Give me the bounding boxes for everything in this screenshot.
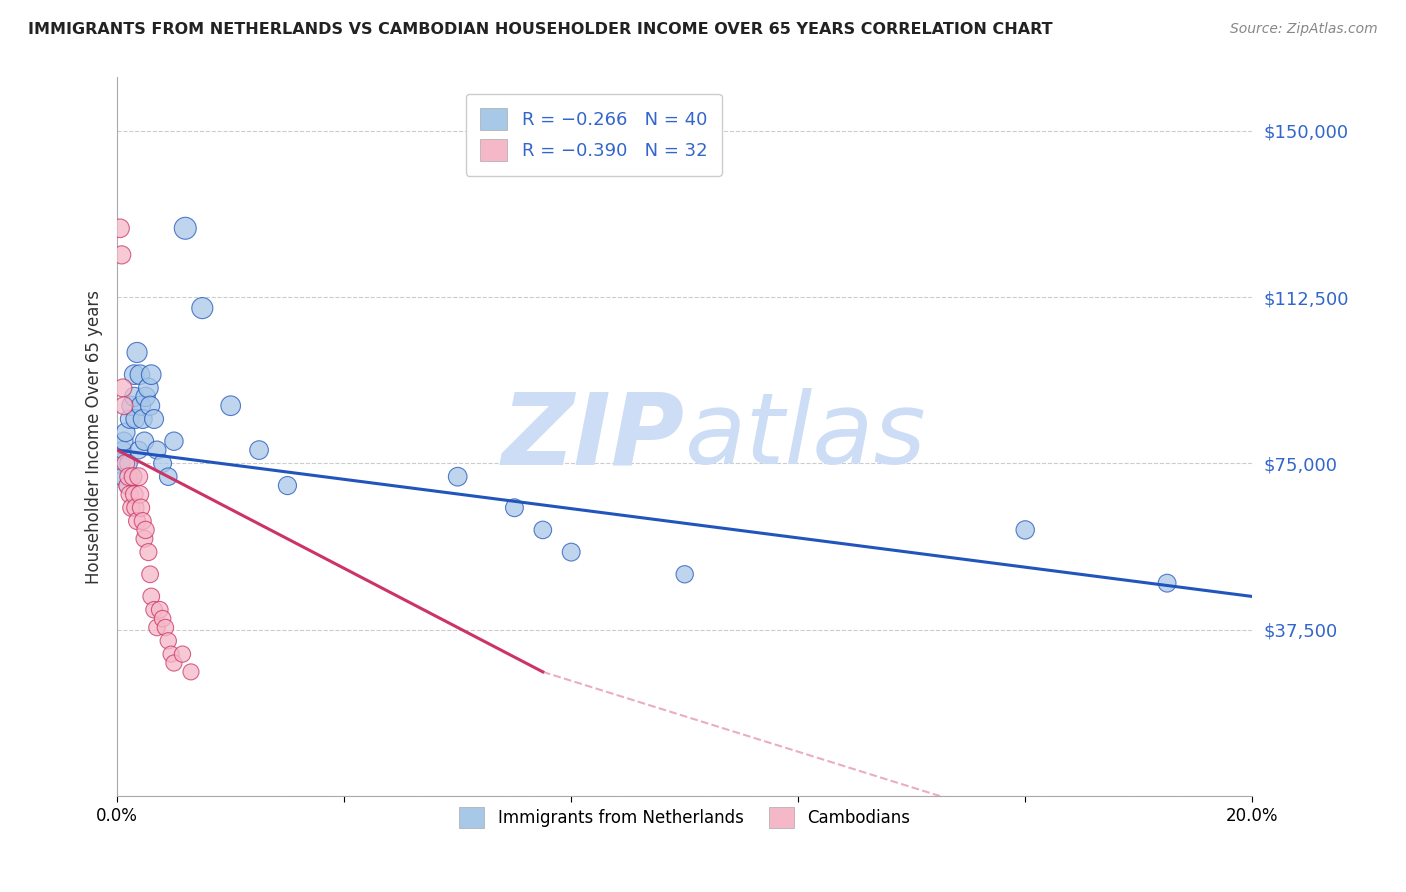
Point xyxy=(134,434,156,449)
Point xyxy=(111,248,134,262)
Point xyxy=(152,456,174,470)
Point xyxy=(135,523,157,537)
Point xyxy=(157,633,180,648)
Point xyxy=(108,221,131,235)
Point xyxy=(149,603,172,617)
Point xyxy=(219,399,242,413)
Text: ZIP: ZIP xyxy=(502,388,685,485)
Point xyxy=(135,390,157,404)
Point xyxy=(111,443,134,458)
Point xyxy=(132,514,155,528)
Point xyxy=(112,434,135,449)
Point xyxy=(160,647,183,661)
Point xyxy=(124,412,146,426)
Point xyxy=(152,612,174,626)
Point xyxy=(111,381,134,395)
Point xyxy=(1156,576,1178,591)
Point xyxy=(146,443,169,458)
Point xyxy=(122,469,145,483)
Point xyxy=(191,301,214,315)
Point xyxy=(118,487,141,501)
Point xyxy=(111,469,134,483)
Point xyxy=(139,567,162,582)
Point xyxy=(117,478,139,492)
Point xyxy=(128,487,150,501)
Point xyxy=(125,345,148,359)
Point xyxy=(157,469,180,483)
Point xyxy=(143,412,166,426)
Point xyxy=(122,368,145,382)
Point xyxy=(673,567,696,582)
Point xyxy=(141,590,163,604)
Point xyxy=(141,368,163,382)
Point xyxy=(128,469,150,483)
Point xyxy=(447,469,470,483)
Point xyxy=(180,665,202,679)
Point xyxy=(120,500,142,515)
Point xyxy=(129,399,152,413)
Point xyxy=(117,456,139,470)
Text: Source: ZipAtlas.com: Source: ZipAtlas.com xyxy=(1230,22,1378,37)
Point xyxy=(172,647,194,661)
Point xyxy=(146,620,169,634)
Point xyxy=(125,514,148,528)
Point xyxy=(155,620,177,634)
Point xyxy=(132,412,155,426)
Point xyxy=(114,456,136,470)
Point xyxy=(276,478,298,492)
Point xyxy=(112,399,135,413)
Point xyxy=(129,500,152,515)
Point xyxy=(138,381,160,395)
Text: IMMIGRANTS FROM NETHERLANDS VS CAMBODIAN HOUSEHOLDER INCOME OVER 65 YEARS CORREL: IMMIGRANTS FROM NETHERLANDS VS CAMBODIAN… xyxy=(28,22,1053,37)
Point xyxy=(247,443,270,458)
Point xyxy=(122,390,145,404)
Point xyxy=(560,545,582,559)
Point xyxy=(163,434,186,449)
Point xyxy=(117,478,139,492)
Point xyxy=(120,399,142,413)
Point xyxy=(122,469,145,483)
Point xyxy=(143,603,166,617)
Point xyxy=(118,412,141,426)
Legend: Immigrants from Netherlands, Cambodians: Immigrants from Netherlands, Cambodians xyxy=(453,801,917,835)
Point xyxy=(134,532,156,546)
Point xyxy=(128,368,150,382)
Point xyxy=(128,443,150,458)
Point xyxy=(1014,523,1036,537)
Point xyxy=(108,456,131,470)
Point xyxy=(531,523,554,537)
Point xyxy=(114,425,136,440)
Point xyxy=(163,656,186,670)
Point xyxy=(122,487,145,501)
Point xyxy=(138,545,160,559)
Point xyxy=(117,469,139,483)
Y-axis label: Householder Income Over 65 years: Householder Income Over 65 years xyxy=(86,290,103,583)
Point xyxy=(503,500,526,515)
Point xyxy=(139,399,162,413)
Text: atlas: atlas xyxy=(685,388,927,485)
Point xyxy=(174,221,197,235)
Point xyxy=(124,500,146,515)
